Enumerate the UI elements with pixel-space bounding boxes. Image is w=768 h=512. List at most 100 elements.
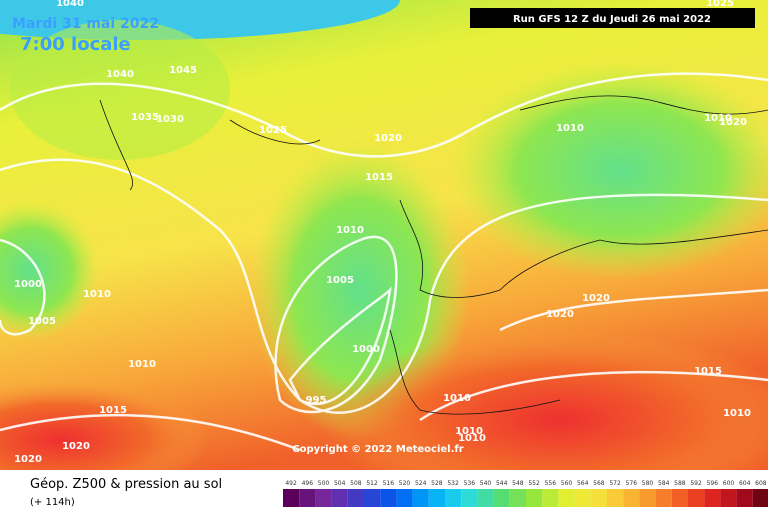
scale-label: 564 bbox=[577, 480, 589, 487]
run-banner bbox=[470, 8, 755, 28]
scale-swatch bbox=[752, 489, 768, 507]
scale-label: 592 bbox=[690, 480, 702, 487]
scale-swatch bbox=[623, 489, 640, 507]
isobar-label: 1035 bbox=[131, 112, 159, 123]
scale-label: 576 bbox=[626, 480, 638, 487]
isobar-label: 1040 bbox=[106, 69, 134, 80]
scale-swatch bbox=[558, 489, 575, 507]
scale-label: 596 bbox=[707, 480, 719, 487]
valid-time: 7:00 locale bbox=[20, 34, 131, 55]
scale-label: 540 bbox=[480, 480, 492, 487]
scale-label: 504 bbox=[334, 480, 346, 487]
scale-label: 600 bbox=[723, 480, 735, 487]
scale-label: 604 bbox=[739, 480, 751, 487]
scale-label: 572 bbox=[609, 480, 621, 487]
isobar-label: 1020 bbox=[374, 133, 402, 144]
isobar-label: 1010 bbox=[455, 426, 483, 437]
scale-label: 560 bbox=[561, 480, 573, 487]
isobar-label: 1015 bbox=[365, 172, 393, 183]
scale-label: 584 bbox=[658, 480, 670, 487]
warm-area bbox=[320, 330, 768, 510]
isobar-label: 1010 bbox=[443, 393, 471, 404]
scale-swatch bbox=[509, 489, 526, 507]
scale-swatch bbox=[347, 489, 364, 507]
scale-swatch bbox=[574, 489, 591, 507]
scale-swatch bbox=[461, 489, 478, 507]
isobar-label: 1020 bbox=[14, 454, 42, 465]
isobar-label: 1010 bbox=[723, 408, 751, 419]
scale-swatch bbox=[704, 489, 721, 507]
scale-label: 500 bbox=[318, 480, 330, 487]
isobar-label: 1020 bbox=[719, 117, 747, 128]
isobars bbox=[0, 72, 768, 452]
scale-swatch bbox=[364, 489, 381, 507]
scale-label: 588 bbox=[674, 480, 686, 487]
isobar-label: 1025 bbox=[259, 125, 287, 136]
scale-swatch bbox=[720, 489, 737, 507]
scale-label: 580 bbox=[642, 480, 654, 487]
scale-swatch bbox=[477, 489, 494, 507]
isobar-label: 1000 bbox=[14, 279, 42, 290]
scale-swatch bbox=[412, 489, 429, 507]
scale-label: 508 bbox=[350, 480, 362, 487]
scale-swatch bbox=[736, 489, 753, 507]
run-info: Run GFS 12 Z du Jeudi 26 mai 2022 bbox=[513, 14, 711, 25]
isobar-label: 1020 bbox=[62, 441, 90, 452]
scale-swatch bbox=[445, 489, 462, 507]
scale-label: 608 bbox=[755, 480, 767, 487]
isobar-label: 1030 bbox=[156, 114, 184, 125]
trough-area bbox=[0, 200, 100, 340]
scale-label: 524 bbox=[415, 480, 427, 487]
warm-area bbox=[0, 380, 210, 500]
scale-label: 512 bbox=[366, 480, 378, 487]
valid-date: Mardi 31 mai 2022 bbox=[12, 16, 159, 32]
scale-label: 548 bbox=[512, 480, 524, 487]
isobar-label: 1010 bbox=[336, 225, 364, 236]
isobar-label: 1040 bbox=[56, 0, 84, 9]
isobar-label: 1020 bbox=[582, 293, 610, 304]
isobar-label: 995 bbox=[306, 395, 327, 406]
isobar-label: 1010 bbox=[83, 289, 111, 300]
scale-swatch bbox=[671, 489, 688, 507]
scale-swatch bbox=[396, 489, 413, 507]
isobar-label: 1015 bbox=[99, 405, 127, 416]
scale-label: 536 bbox=[464, 480, 476, 487]
isobar-label: 1005 bbox=[28, 316, 56, 327]
scale-label: 528 bbox=[431, 480, 443, 487]
scale-swatch bbox=[493, 489, 510, 507]
scale-swatch bbox=[283, 489, 300, 507]
ridge-area bbox=[10, 20, 230, 160]
isobar-label: 1010 bbox=[704, 113, 732, 124]
scale-swatch bbox=[655, 489, 672, 507]
copyright: Copyright © 2022 Meteociel.fr bbox=[292, 444, 463, 455]
isobar-label: 1025 bbox=[706, 0, 734, 9]
footer-title: Géop. Z500 & pression au sol bbox=[30, 477, 222, 492]
scale-swatch bbox=[526, 489, 543, 507]
scale-label: 544 bbox=[496, 480, 508, 487]
scale-swatch bbox=[380, 489, 397, 507]
scale-label: 532 bbox=[447, 480, 459, 487]
trough-area bbox=[450, 60, 768, 280]
scale-swatch bbox=[639, 489, 656, 507]
isobar-label: 1045 bbox=[169, 65, 197, 76]
isobar-label: 1015 bbox=[694, 366, 722, 377]
isobar-label: 1000 bbox=[352, 344, 380, 355]
scale-label: 568 bbox=[593, 480, 605, 487]
scale-label: 516 bbox=[383, 480, 395, 487]
isobar-label: 1010 bbox=[128, 359, 156, 370]
lead-time: (+ 114h) bbox=[30, 497, 75, 508]
scale-swatch bbox=[607, 489, 624, 507]
scale-label: 496 bbox=[302, 480, 314, 487]
scale-swatch bbox=[428, 489, 445, 507]
scale-label: 552 bbox=[528, 480, 540, 487]
scale-label: 520 bbox=[399, 480, 411, 487]
scale-swatch bbox=[542, 489, 559, 507]
scale-swatch bbox=[331, 489, 348, 507]
scale-swatch bbox=[688, 489, 705, 507]
scale-swatch bbox=[299, 489, 316, 507]
isobar-label: 1010 bbox=[556, 123, 584, 134]
coastlines bbox=[99, 95, 768, 415]
scale-label: 556 bbox=[545, 480, 557, 487]
isobar-label: 1010 bbox=[458, 433, 486, 444]
